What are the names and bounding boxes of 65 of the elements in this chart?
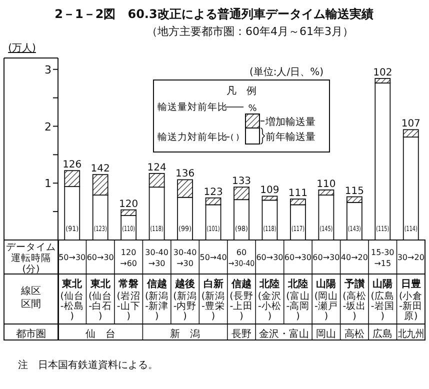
x-tick-label: 日豊 (小倉-新田原) [399,278,423,322]
x-tick-label: 東北 (仙台-松島) [60,278,84,322]
text: 新 潟 [170,328,200,340]
x-tick-label: 越後 (新潟-内野) [173,278,197,322]
annotation: 110 [316,178,336,190]
annotation: 109 [260,185,280,196]
x-tick-label: 信越 (長野-上田) [230,278,254,322]
text: 30-40→30 [145,248,168,268]
y-tick-label: 3 [44,63,52,76]
text: 15-30→15 [371,248,394,268]
text: 60→30 [312,253,340,262]
annotation: 142 [90,164,110,175]
x-tick-label: 信越 (新潟-新津) [144,278,169,322]
text: 仙 台 [85,328,116,340]
annotation: 123 [204,186,223,198]
y-axis-title: (万人) [8,43,36,54]
annotation: 136 [175,168,195,180]
annotation: 120 [119,198,138,210]
text: 金沢・富山 [258,328,309,340]
text: 岡山 [316,328,336,340]
annotation: 133 [232,176,252,188]
legend-label: 前年輸送量 [266,131,316,143]
text: データイム運転時隔(分) [6,242,56,275]
annotation: 111 [288,188,308,200]
y-tick-label: 1 [44,177,52,190]
x-tick-label: 山陽 (広島-岩国) [370,278,395,322]
text: 高松 [344,328,364,340]
x-tick-label: 山陽 (岡山-瀬戸) [314,278,338,322]
text: 広島 [372,328,393,340]
text: 都市圏 [16,328,46,340]
annotation: 124 [147,162,166,174]
bar [262,200,278,240]
legend-title: 凡 例 [226,86,256,97]
text: 50→40 [200,253,227,262]
annotation: 115 [344,186,364,197]
x-tick-label: 予讃 (高松-坂出) [342,278,366,322]
annotation: % [248,104,258,114]
annotation: 輸送量対前年比 [158,101,228,113]
text: 北九州 [398,328,428,340]
y-tick-label: 2 [44,120,52,134]
annotation: 輸送力対前年比 [158,131,228,143]
text: 注 日本国有鉄道資料による。 [18,359,158,371]
text: 60→30 [86,253,114,262]
annotation: 102 [373,67,392,78]
text: 120→60 [120,248,138,268]
text: 60→30 [284,253,312,262]
text: 長野 [232,329,252,340]
text: 線区区間 [20,286,41,310]
x-tick-label: 常磐 (岩沼-山下) [116,278,140,322]
text: 30→20 [397,253,424,262]
annotation: 107 [401,118,420,130]
legend-label: 増加輸送量 [264,116,316,128]
text: 30-40→30 [173,248,197,268]
annotation: ( ) [230,133,240,142]
x-tick-label: 北陸 (富山-高岡) [286,278,310,322]
chart-subtitle: （地方主要都市圏：60年4月～61年3月） [146,25,354,38]
annotation: (単位:人/日、%) [249,66,324,78]
x-tick-label: 北陸 (金沢-小松) [258,278,282,322]
annotation: 126 [62,160,82,171]
text: 40→20 [340,253,368,262]
chart-title: 2－1－2図 60.3改正による普通列車データイム輸送実績 [54,7,374,21]
text: 50→30 [58,253,86,262]
x-tick-label: 白新 (新潟-豊栄) [201,278,226,322]
text: 60→30 [256,253,284,262]
x-tick-label: 東北 (仙台-白石) [88,278,112,322]
